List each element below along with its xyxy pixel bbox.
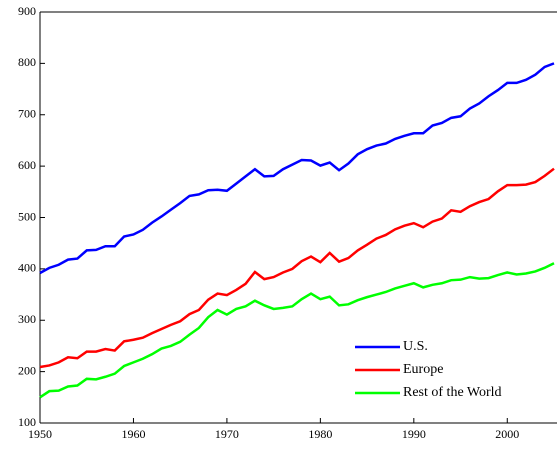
y-tick-label: 700	[18, 107, 36, 121]
x-tick-label: 1950	[28, 427, 52, 441]
series-line	[39, 167, 555, 369]
legend-label: Rest of the World	[403, 385, 502, 400]
y-tick-label: 100	[18, 415, 36, 429]
x-tick-label: 1960	[121, 427, 145, 441]
y-tick-label: 600	[18, 158, 36, 172]
x-tick-label: 1970	[215, 427, 239, 441]
y-tick-label: 800	[18, 55, 36, 69]
y-tick-label: 400	[18, 261, 36, 275]
x-tick-label: 1980	[308, 427, 332, 441]
x-tick-label: 2000	[495, 427, 519, 441]
legend-label: U.S.	[403, 339, 428, 354]
series-line	[39, 262, 555, 399]
x-tick-label: 1990	[402, 427, 426, 441]
series-line	[39, 62, 555, 275]
y-tick-label: 200	[18, 363, 36, 377]
y-tick-label: 300	[18, 312, 36, 326]
legend-label: Europe	[403, 362, 443, 377]
y-tick-label: 500	[18, 209, 36, 223]
y-tick-label: 900	[18, 4, 36, 18]
